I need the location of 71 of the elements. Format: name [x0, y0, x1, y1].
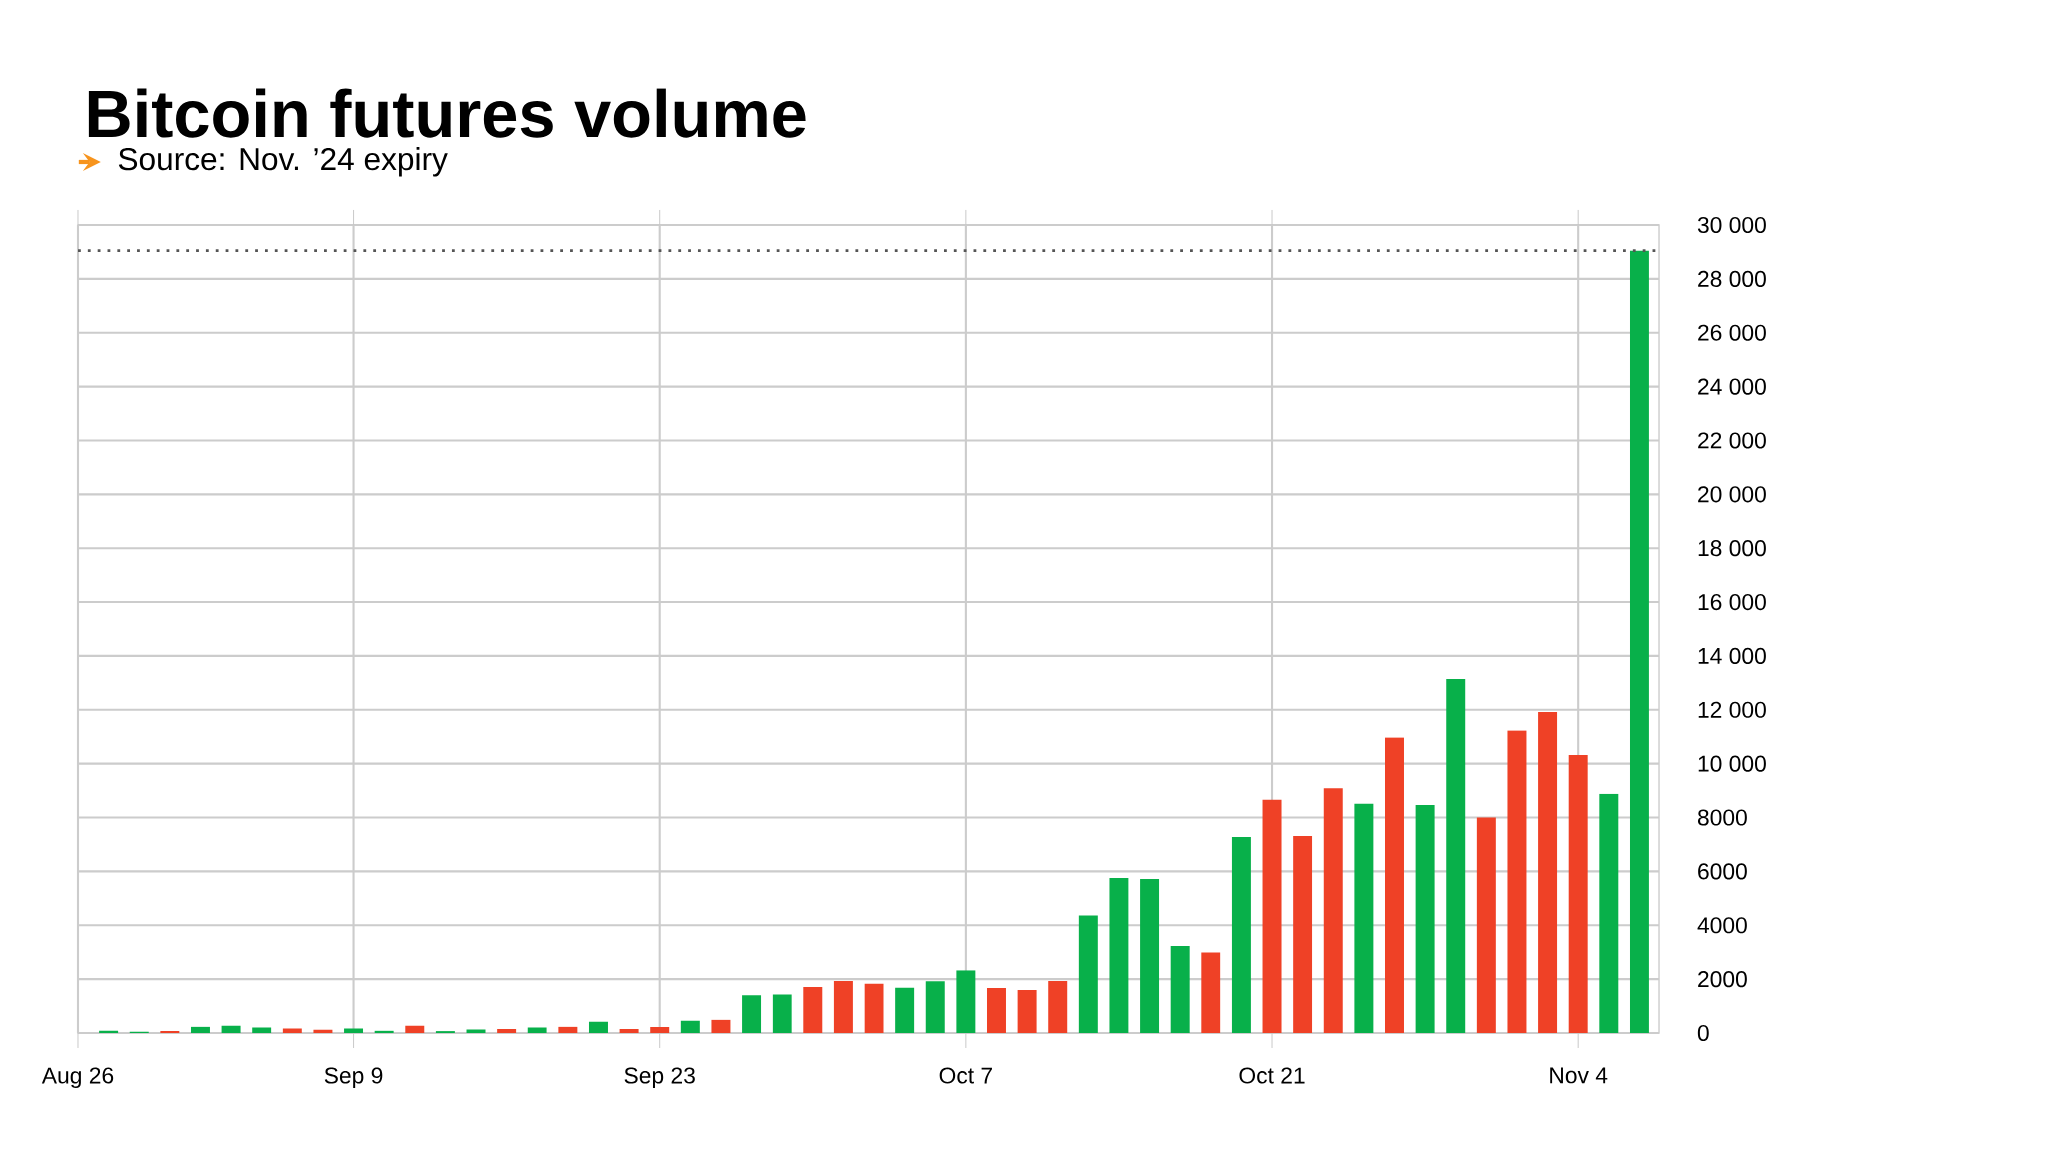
- bar: [742, 995, 762, 1033]
- bar: [558, 1026, 578, 1033]
- y-tick-label: 26 000: [1698, 324, 1766, 341]
- y-tick-label: 16 000: [1698, 593, 1766, 611]
- bar: [1415, 805, 1435, 1033]
- bar: [1538, 711, 1558, 1033]
- bar: [1231, 836, 1251, 1033]
- y-tick-label: 14 000: [1698, 647, 1766, 664]
- x-tick-label: Sep 23: [624, 1067, 695, 1089]
- bar: [803, 986, 823, 1033]
- bar: [466, 1029, 486, 1033]
- bar: [190, 1026, 210, 1033]
- bar: [1017, 989, 1037, 1033]
- bar: [1629, 250, 1649, 1033]
- bar: [313, 1029, 333, 1033]
- bar: [895, 987, 915, 1033]
- bar: [680, 1020, 700, 1033]
- y-tick-label: 2000: [1698, 971, 1747, 988]
- bar: [1476, 817, 1496, 1033]
- bar: [405, 1025, 425, 1033]
- source-note: Source: Nov. ’24 expiry: [118, 147, 448, 177]
- bar: [925, 981, 945, 1033]
- y-tick-label: 24 000: [1698, 378, 1766, 395]
- y-tick-label: 4000: [1697, 917, 1747, 934]
- bar: [1293, 836, 1313, 1033]
- bar: [1201, 952, 1221, 1033]
- bar: [864, 983, 884, 1033]
- bar: [1140, 878, 1160, 1033]
- y-tick-label: 30 000: [1697, 216, 1766, 234]
- y-tick-label: 6000: [1698, 863, 1747, 880]
- bar: [1354, 803, 1374, 1033]
- bar: [1078, 915, 1098, 1033]
- bar: [1323, 788, 1343, 1033]
- bar: [1599, 793, 1619, 1033]
- y-tick-label: 12 000: [1698, 701, 1766, 718]
- bar: [1262, 799, 1282, 1033]
- bar: [1568, 755, 1588, 1033]
- bar: [221, 1025, 241, 1033]
- y-tick-label: 0: [1697, 1024, 1709, 1042]
- bar: [588, 1021, 608, 1033]
- bar: [1385, 737, 1404, 1033]
- y-tick-label: 22 000: [1698, 432, 1766, 449]
- bar: [252, 1027, 272, 1033]
- bar: [833, 981, 853, 1033]
- x-tick-label: Oct 7: [939, 1067, 992, 1084]
- y-tick-label: 8000: [1697, 809, 1747, 826]
- bar: [619, 1028, 639, 1033]
- bar: [497, 1028, 517, 1033]
- bar: [374, 1030, 394, 1033]
- x-tick-label: Aug 26: [41, 1067, 114, 1089]
- chart-title: Bitcoin futures volume: [88, 88, 806, 138]
- bar: [1048, 981, 1068, 1033]
- bar: [1109, 878, 1129, 1033]
- y-tick-label: 10 000: [1698, 755, 1766, 772]
- bar: [650, 1027, 670, 1033]
- y-tick-label: 20 000: [1698, 486, 1766, 503]
- bar: [987, 988, 1006, 1033]
- x-tick-label: Sep 9: [324, 1067, 383, 1089]
- bar: [282, 1028, 302, 1033]
- y-tick-label: 28 000: [1698, 270, 1766, 287]
- bar: [1170, 945, 1190, 1033]
- bar: [956, 970, 976, 1033]
- bar: [99, 1030, 119, 1033]
- bar: [1507, 730, 1527, 1033]
- bar: [772, 994, 792, 1033]
- y-tick-label: 18 000: [1698, 540, 1766, 557]
- bar: [1446, 679, 1466, 1033]
- bar: [711, 1019, 731, 1033]
- x-tick-label: Nov 4: [1550, 1067, 1608, 1084]
- bar: [344, 1028, 364, 1033]
- x-tick-label: Oct 21: [1239, 1067, 1305, 1084]
